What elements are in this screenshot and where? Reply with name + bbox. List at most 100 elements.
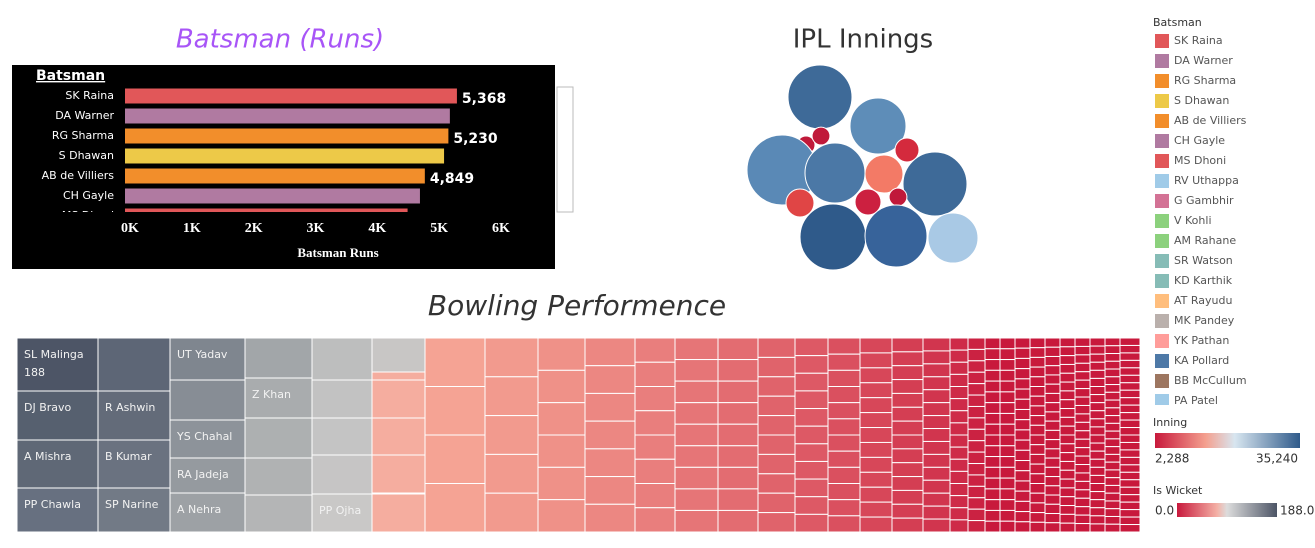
tile xyxy=(794,337,829,357)
tile xyxy=(1074,413,1091,423)
tile xyxy=(1074,523,1091,533)
legend-swatch xyxy=(1155,354,1169,368)
tile xyxy=(1059,337,1076,348)
tile xyxy=(984,456,1001,468)
tile xyxy=(1119,352,1141,361)
tile xyxy=(1059,505,1076,515)
legend-swatch xyxy=(1155,154,1169,168)
bubble xyxy=(864,204,928,268)
tile xyxy=(1029,473,1046,484)
tile xyxy=(757,492,796,514)
tile xyxy=(97,487,171,533)
tile xyxy=(1089,418,1106,428)
tile xyxy=(1074,497,1091,508)
tile xyxy=(537,402,586,436)
tile xyxy=(859,427,893,443)
tile xyxy=(859,352,893,369)
tile xyxy=(169,337,246,381)
tile xyxy=(1074,345,1091,356)
tile xyxy=(169,492,246,533)
tile xyxy=(949,446,969,460)
tile xyxy=(1089,410,1106,420)
tile xyxy=(1059,381,1076,392)
tile xyxy=(922,402,951,417)
tile xyxy=(794,390,829,410)
tile xyxy=(1074,388,1091,398)
tile xyxy=(1074,506,1091,516)
tile xyxy=(999,359,1016,371)
tile xyxy=(1089,442,1106,452)
tile xyxy=(1119,479,1141,488)
x-tick-label: 5K xyxy=(430,221,448,236)
tile xyxy=(1044,392,1061,404)
tile xyxy=(1029,337,1046,349)
tile xyxy=(1029,463,1046,475)
tile xyxy=(537,434,586,468)
tile xyxy=(859,501,893,518)
tile xyxy=(999,380,1016,393)
tile xyxy=(1014,511,1031,523)
legend-swatch xyxy=(1155,294,1169,308)
tile xyxy=(1044,476,1061,487)
bubble-title: IPL Innings xyxy=(793,25,933,55)
tile xyxy=(794,496,829,515)
tile xyxy=(1089,434,1106,444)
tile xyxy=(922,505,951,520)
ramp-label: 2,288 xyxy=(1155,452,1189,466)
tile-label: PP Ojha xyxy=(319,504,361,517)
tile xyxy=(1044,503,1061,515)
tile xyxy=(1074,455,1091,466)
tile xyxy=(1014,398,1031,410)
y-tick-label: AB de Villiers xyxy=(42,169,115,182)
tile xyxy=(1059,443,1076,454)
tile xyxy=(859,456,893,473)
tile xyxy=(717,359,759,382)
tile xyxy=(1104,391,1121,401)
tile xyxy=(757,337,796,358)
tile xyxy=(1119,374,1141,384)
tile xyxy=(949,434,969,448)
tile xyxy=(1029,395,1046,407)
tile xyxy=(1059,522,1076,533)
tile xyxy=(244,377,313,419)
legend-label: RG Sharma xyxy=(1174,74,1236,87)
tile xyxy=(311,417,373,456)
tile xyxy=(1029,512,1046,523)
tile xyxy=(999,391,1016,404)
tile xyxy=(922,350,951,365)
x-tick-label: 2K xyxy=(245,221,263,236)
tile xyxy=(922,389,951,404)
tile xyxy=(967,405,986,419)
tile xyxy=(891,517,924,533)
tile xyxy=(1029,521,1046,533)
tile xyxy=(1104,399,1121,409)
tile xyxy=(1044,522,1061,533)
y-tick-label: SK Raina xyxy=(65,89,114,102)
tile xyxy=(674,423,719,447)
tile xyxy=(1014,337,1031,349)
tile xyxy=(999,466,1016,479)
tile xyxy=(794,460,829,480)
tile xyxy=(1104,477,1121,486)
tile xyxy=(674,445,719,468)
tile xyxy=(537,499,586,533)
tile xyxy=(1044,429,1061,441)
tile xyxy=(584,392,636,422)
tile xyxy=(371,417,426,457)
tile xyxy=(891,489,924,505)
tile xyxy=(1089,450,1106,460)
tile xyxy=(1119,456,1141,466)
bubble xyxy=(811,126,831,146)
tile xyxy=(16,390,99,441)
bar xyxy=(125,168,425,184)
bar xyxy=(125,128,449,144)
tile xyxy=(922,518,951,533)
legend-label: KD Karthik xyxy=(1174,274,1233,287)
ramp-label: 35,240 xyxy=(1256,452,1298,466)
color-ramp xyxy=(1177,503,1277,517)
tile xyxy=(1104,376,1121,386)
tile xyxy=(634,410,676,436)
tile xyxy=(674,359,719,382)
tile xyxy=(584,337,636,367)
